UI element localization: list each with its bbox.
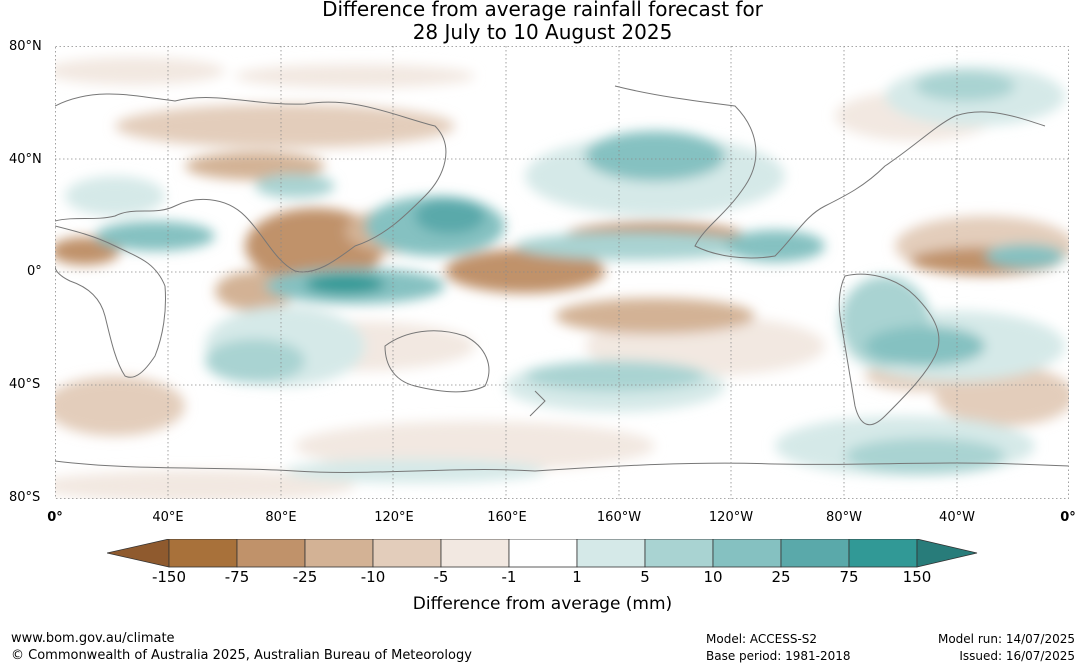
model-run-date: Model run: 14/07/2025 (937, 632, 1075, 646)
lon-label-0-right: 0° (1060, 510, 1076, 525)
antarctica-coastline (55, 460, 1069, 473)
colorbar-label: -25 (292, 568, 318, 586)
colorbar (107, 539, 978, 568)
colorbar-label: 25 (771, 568, 791, 586)
australia-coastline (384, 330, 490, 393)
lon-label-40w: 40°W (939, 510, 975, 525)
copyright-text: © Commonwealth of Australia 2025, Austra… (11, 648, 472, 663)
eurasia-coastline (55, 93, 447, 273)
lon-label-120w: 120°W (708, 510, 754, 525)
colorbar-segment (236, 539, 306, 568)
lon-label-80e: 80°E (265, 510, 297, 525)
colorbar-label: 10 (703, 568, 723, 586)
colorbar-label: -10 (360, 568, 386, 586)
colorbar-segment (780, 539, 850, 568)
lon-label-160e: 160°E (487, 510, 527, 525)
south-america-coastline (838, 273, 940, 426)
lon-label-40e: 40°E (152, 510, 184, 525)
colorbar-label: 150 (902, 568, 932, 586)
footer-dates: Model run: 14/07/2025 Issued: 16/07/2025 (938, 631, 1075, 665)
source-url[interactable]: www.bom.gov.au/climate (11, 631, 175, 646)
footer-model-info: Model: ACCESS-S2 Base period: 1981-2018 (706, 631, 851, 665)
new-zealand-coastline (529, 390, 546, 417)
colorbar-label: -75 (224, 568, 250, 586)
colorbar-segment (508, 539, 578, 568)
colorbar-segment (576, 539, 646, 568)
africa-coastline (55, 225, 166, 378)
colorbar-segment (440, 539, 510, 568)
colorbar-low-extend (107, 539, 170, 568)
colorbar-segment (304, 539, 374, 568)
colorbar-segment (644, 539, 714, 568)
colorbar-label: -1 (501, 568, 517, 586)
model-name: Model: ACCESS-S2 (706, 632, 818, 646)
lat-label-0: 0° (27, 264, 42, 279)
lat-label-40s: 40°S (9, 377, 41, 392)
lat-label-80s: 80°S (9, 490, 41, 505)
base-period: Base period: 1981-2018 (706, 649, 851, 663)
map-title-line2: 28 July to 10 August 2025 (412, 20, 673, 44)
lat-label-40n: 40°N (9, 152, 42, 167)
colorbar-label: -150 (151, 568, 187, 586)
issued-date: Issued: 16/07/2025 (959, 649, 1075, 663)
coastlines (55, 85, 1069, 473)
lon-label-0-left: 0° (47, 510, 63, 525)
lon-label-120e: 120°E (374, 510, 414, 525)
lon-label-160w: 160°W (596, 510, 642, 525)
colorbar-segment (848, 539, 918, 568)
colorbar-title: Difference from average (mm) (412, 594, 673, 614)
rainfall-anomaly-map (55, 46, 1069, 499)
colorbar-segment (712, 539, 782, 568)
colorbar-label: -5 (433, 568, 449, 586)
map-frame (55, 46, 1069, 499)
lon-label-80w: 80°W (826, 510, 862, 525)
anomaly-field (55, 57, 1069, 499)
north-america-coastline (614, 85, 1046, 259)
colorbar-high-extend (916, 539, 978, 568)
footer-left: www.bom.gov.au/climate © Commonwealth of… (11, 630, 472, 664)
colorbar-segment (168, 539, 238, 568)
colorbar-segments (168, 539, 918, 568)
graticule (55, 46, 1069, 499)
colorbar-label: 75 (839, 568, 859, 586)
map-title-line1: Difference from average rainfall forecas… (322, 0, 763, 21)
lat-label-80n: 80°N (9, 39, 42, 54)
colorbar-label: 5 (640, 568, 650, 586)
colorbar-label: 1 (572, 568, 582, 586)
colorbar-segment (372, 539, 442, 568)
